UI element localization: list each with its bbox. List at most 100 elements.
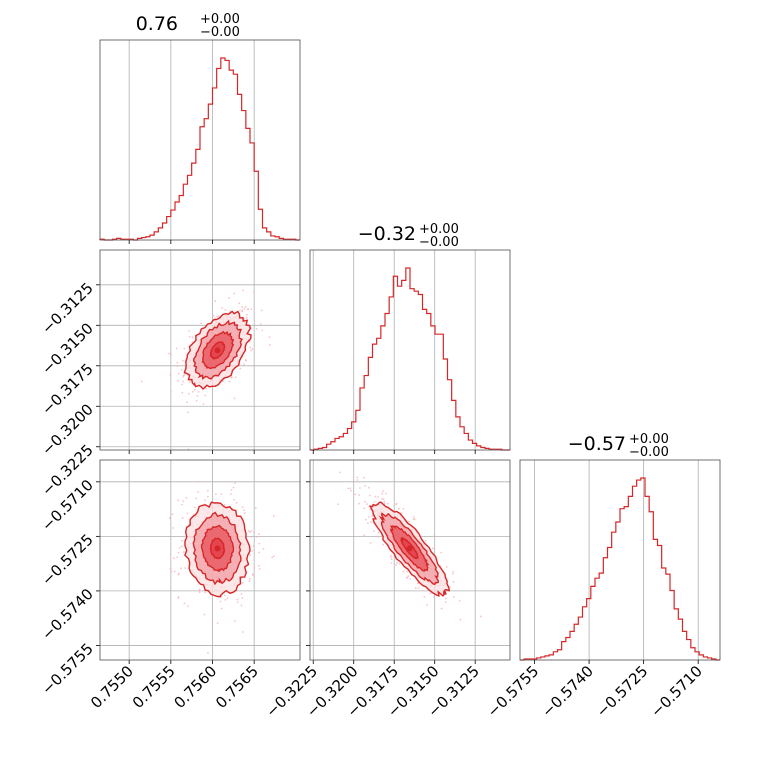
scatter-point	[356, 476, 359, 479]
scatter-point	[262, 548, 265, 550]
scatter-point	[251, 348, 254, 350]
scatter-point	[252, 574, 255, 577]
scatter-point	[413, 518, 416, 520]
hist-1-frame	[309, 249, 511, 451]
scatter-point	[409, 578, 412, 580]
scatter-point	[169, 567, 172, 570]
scatter-point	[203, 613, 206, 616]
panel-2-0-peak	[214, 545, 221, 552]
scatter-point	[359, 487, 361, 489]
x-tick-label-param-0: 0.7560	[170, 662, 220, 712]
scatter-point	[214, 300, 217, 303]
scatter-point	[204, 394, 207, 397]
scatter-point	[245, 314, 248, 316]
scatter-point	[459, 618, 462, 621]
scatter-point	[180, 369, 183, 371]
scatter-point	[377, 535, 380, 538]
scatter-point	[449, 585, 451, 588]
scatter-point	[241, 581, 244, 584]
scatter-point	[191, 336, 194, 339]
scatter-point	[383, 502, 386, 505]
x-tick-label-param-0: 0.7555	[129, 662, 179, 712]
scatter-point	[172, 557, 175, 560]
scatter-point	[268, 344, 271, 346]
scatter-point	[192, 513, 195, 516]
title-param-2: −0.57	[568, 433, 626, 455]
scatter-point	[250, 349, 252, 352]
scatter-point	[433, 596, 435, 598]
scatter-point	[241, 309, 244, 312]
scatter-point	[407, 575, 410, 578]
scatter-point	[181, 517, 184, 520]
scatter-point	[373, 500, 376, 503]
scatter-point	[238, 309, 241, 312]
scatter-point	[240, 592, 243, 595]
scatter-point	[234, 482, 236, 484]
scatter-point	[243, 317, 246, 320]
scatter-point	[188, 335, 191, 338]
scatter-point	[250, 530, 253, 532]
scatter-point	[249, 346, 252, 349]
scatter-point	[198, 589, 201, 592]
scatter-point	[406, 576, 409, 579]
scatter-point	[244, 358, 247, 361]
scatter-point	[400, 512, 403, 515]
scatter-point	[221, 380, 224, 383]
scatter-point	[390, 554, 392, 557]
panel-1-0-frame	[99, 249, 301, 451]
scatter-point	[402, 507, 405, 510]
hist-2-frame	[519, 459, 721, 661]
scatter-point	[230, 488, 233, 491]
scatter-point	[180, 567, 182, 570]
panel-2d-2-0	[96, 459, 301, 664]
scatter-point	[182, 500, 185, 503]
scatter-point	[339, 471, 341, 474]
scatter-point	[216, 315, 219, 318]
scatter-point	[390, 562, 393, 564]
scatter-point	[364, 484, 367, 487]
scatter-point	[204, 499, 207, 502]
scatter-point	[363, 507, 366, 510]
title-param-0: 0.76	[136, 13, 178, 35]
scatter-point	[204, 591, 206, 594]
scatter-point	[181, 503, 184, 506]
title-param-1: −0.32	[358, 223, 416, 245]
scatter-point	[243, 509, 246, 512]
scatter-point	[236, 601, 239, 604]
scatter-point	[173, 570, 176, 573]
scatter-point	[228, 297, 230, 299]
scatter-point	[182, 374, 185, 376]
scatter-point	[398, 562, 401, 565]
scatter-point	[216, 622, 219, 625]
scatter-point	[223, 594, 226, 597]
scatter-point	[395, 502, 398, 505]
scatter-point	[183, 347, 186, 350]
scatter-point	[363, 534, 366, 537]
scatter-point	[177, 597, 180, 599]
scatter-point	[194, 506, 196, 509]
scatter-point	[233, 498, 235, 501]
scatter-point	[260, 309, 263, 312]
scatter-point	[236, 598, 239, 601]
scatter-point	[234, 376, 237, 379]
hist-2-step-line	[520, 477, 720, 661]
scatter-point	[242, 631, 244, 633]
scatter-point	[250, 535, 253, 538]
hist-0-step-line	[99, 57, 300, 241]
scatter-point	[249, 577, 251, 580]
scatter-point	[186, 401, 188, 404]
scatter-point	[423, 595, 426, 598]
scatter-point	[364, 500, 366, 503]
panel-2d-2-1	[306, 459, 511, 664]
scatter-point	[226, 597, 229, 600]
scatter-point	[247, 530, 250, 532]
scatter-point	[243, 512, 246, 515]
scatter-point	[356, 479, 359, 481]
scatter-point	[172, 527, 174, 529]
scatter-point	[390, 558, 393, 561]
x-tick-label-param-0: 0.7565	[212, 662, 262, 712]
scatter-point	[367, 516, 370, 518]
scatter-point	[170, 390, 172, 393]
scatter-point	[177, 573, 180, 576]
scatter-point	[181, 539, 183, 542]
